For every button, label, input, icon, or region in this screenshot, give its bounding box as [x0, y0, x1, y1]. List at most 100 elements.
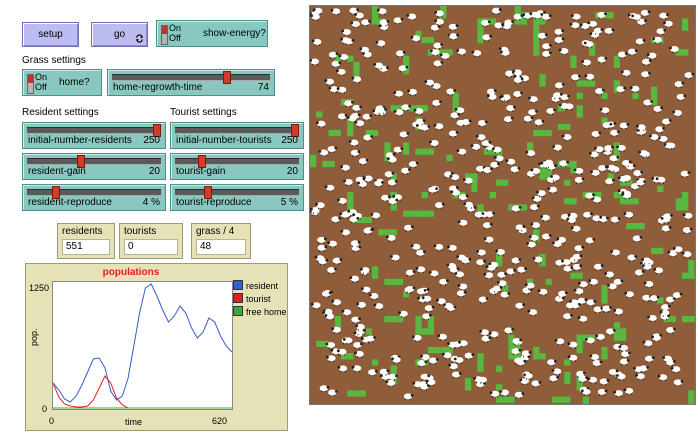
- resident-gain-slider[interactable]: resident-gain 20: [22, 153, 166, 180]
- world-view[interactable]: [309, 5, 696, 405]
- sheep-icon: [432, 99, 442, 107]
- grass-patch: [341, 353, 348, 360]
- grass-patch: [675, 198, 682, 205]
- grass-patch: [440, 6, 447, 13]
- grass-patch: [533, 43, 540, 50]
- sheep-icon: [610, 129, 620, 137]
- grass-patch: [477, 37, 484, 44]
- sheep-icon: [331, 60, 342, 68]
- sheep-icon: [326, 355, 336, 363]
- slider-name: home-regrowth-time: [113, 82, 203, 93]
- grass-patch: [496, 254, 503, 261]
- sheep-icon: [315, 120, 326, 128]
- sheep-icon: [337, 197, 347, 205]
- resident-reproduce-slider[interactable]: resident-reproduce 4 %: [22, 184, 166, 211]
- home-switch[interactable]: On Off home?: [22, 69, 102, 96]
- sheep-icon: [325, 342, 336, 349]
- grass-patch: [372, 359, 379, 366]
- tourist-reproduce-slider[interactable]: tourist-reproduce 5 %: [170, 184, 304, 211]
- grass-patch: [601, 291, 608, 298]
- home-regrowth-time-slider[interactable]: home-regrowth-time 74: [107, 69, 275, 96]
- grass-patch: [613, 61, 620, 68]
- sheep-icon: [602, 122, 613, 130]
- sheep-icon: [405, 286, 416, 293]
- setup-button[interactable]: setup: [22, 22, 79, 47]
- sheep-icon: [393, 17, 404, 25]
- sheep-icon: [563, 265, 574, 273]
- show-energy-switch[interactable]: On Off show-energy?: [156, 20, 268, 47]
- sheep-icon: [561, 259, 571, 267]
- sheep-icon: [435, 202, 445, 210]
- sheep-icon: [523, 115, 534, 123]
- slider-thumb[interactable]: [204, 186, 212, 199]
- sheep-icon: [643, 99, 653, 107]
- slider-thumb[interactable]: [198, 155, 207, 168]
- grass-patch: [421, 328, 428, 335]
- initial-number-tourists-slider[interactable]: initial-number-tourists 250: [170, 122, 304, 149]
- grass-patch: [533, 353, 540, 360]
- sheep-icon: [530, 168, 541, 175]
- tourist-gain-slider[interactable]: tourist-gain 20: [170, 153, 304, 180]
- sheep-icon: [659, 12, 669, 20]
- slider-thumb[interactable]: [223, 71, 231, 84]
- grass-patch: [359, 216, 366, 223]
- grass-patch: [564, 198, 571, 205]
- sheep-icon: [680, 170, 691, 178]
- series-line-resident: [53, 283, 232, 403]
- sheep-icon: [635, 373, 645, 381]
- grass-patch: [589, 43, 596, 50]
- sheep-icon: [659, 309, 670, 317]
- monitor-label: grass / 4: [196, 226, 235, 237]
- sheep-icon: [448, 130, 459, 138]
- sheep-icon: [635, 38, 646, 46]
- sheep-icon: [574, 176, 585, 184]
- sheep-icon: [546, 108, 556, 115]
- grass-patch: [613, 80, 620, 87]
- grass-patch: [613, 148, 620, 155]
- sheep-icon: [528, 96, 538, 104]
- grass-patch: [576, 378, 583, 385]
- sheep-icon: [421, 295, 432, 303]
- sheep-icon: [591, 196, 602, 204]
- grass-patch: [477, 353, 484, 360]
- legend-item-tourist: tourist: [233, 293, 271, 304]
- sheep-icon: [340, 229, 350, 237]
- grass-patch: [347, 192, 354, 199]
- world-canvas[interactable]: [310, 6, 695, 404]
- sheep-icon: [627, 254, 638, 262]
- grass-patch: [533, 37, 540, 44]
- slider-value: 5 %: [280, 197, 298, 208]
- sheep-icon: [439, 52, 450, 60]
- sheep-icon: [530, 204, 540, 212]
- sheep-icon: [346, 115, 357, 123]
- grass-patch: [390, 173, 397, 180]
- sheep-icon: [602, 305, 612, 313]
- sheep-icon: [407, 88, 417, 96]
- slider-thumb[interactable]: [153, 124, 161, 137]
- grass-patch: [570, 272, 577, 279]
- sheep-icon: [446, 88, 456, 96]
- grass-patch: [582, 334, 589, 341]
- sheep-icon: [599, 107, 610, 115]
- grass-patch: [620, 334, 627, 341]
- sheep-icon: [524, 282, 535, 290]
- slider-thumb[interactable]: [52, 186, 61, 199]
- slider-thumb[interactable]: [77, 155, 86, 168]
- sheep-icon: [447, 244, 457, 252]
- grass-patch: [322, 340, 329, 347]
- initial-number-residents-slider[interactable]: initial-number-residents 250: [22, 122, 166, 149]
- sheep-icon: [642, 58, 652, 66]
- go-button[interactable]: go: [91, 22, 148, 47]
- sheep-icon: [408, 161, 419, 169]
- sheep-icon: [606, 164, 616, 172]
- grass-patch: [539, 80, 546, 87]
- grass-patch: [551, 396, 558, 403]
- grass-patch: [310, 161, 317, 168]
- slider-thumb[interactable]: [291, 124, 299, 137]
- sheep-icon: [348, 139, 359, 147]
- grass-patch: [582, 402, 589, 404]
- sheep-icon: [571, 74, 581, 82]
- grass-patch: [533, 229, 540, 236]
- grass-patch: [384, 278, 391, 285]
- grass-patch: [539, 173, 546, 180]
